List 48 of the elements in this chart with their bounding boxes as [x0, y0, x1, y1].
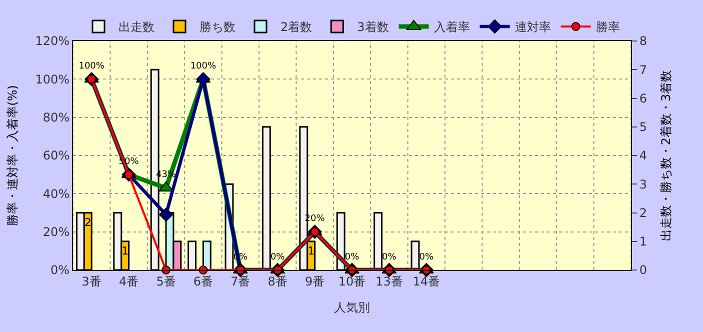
x-tick-label: 5番: [156, 274, 176, 288]
y2-tick-label: 3: [639, 177, 648, 192]
data-label: 0%: [344, 252, 360, 262]
y2-tick-label: 7: [639, 62, 648, 77]
data-label: 100%: [78, 61, 105, 72]
x-tick-label: 14番: [412, 274, 440, 288]
x-tick-label: 8番: [268, 274, 288, 288]
y-tick-label: 100%: [35, 72, 70, 86]
y-tick-label: 0%: [50, 263, 70, 278]
legend-label: 3着数: [357, 20, 389, 34]
legend-label: 入着率: [434, 20, 470, 34]
y2-tick-label: 5: [639, 120, 648, 134]
legend-label: 勝ち数: [200, 20, 236, 34]
x-tick-label: 13番: [376, 274, 403, 288]
data-label: 1: [308, 244, 315, 258]
data-label: 0%: [419, 252, 434, 262]
data-label: 0%: [382, 252, 397, 262]
x-tick-label: 3番: [82, 274, 102, 288]
data-label: 1: [122, 244, 129, 258]
x-tick-label: 6番: [193, 274, 214, 288]
y2-tick-label: 2: [639, 206, 648, 220]
x-tick-label: 9番: [304, 274, 325, 288]
data-label: 100%: [190, 61, 217, 72]
y2-tick-label: 0: [639, 263, 648, 278]
y2-tick-label: 1: [639, 234, 648, 249]
bar: [410, 240, 420, 270]
y-axis-title: 勝率・連対率・入着率(%): [6, 85, 20, 226]
legend-label: 2着数: [280, 20, 312, 34]
y-tick-label: 40%: [42, 186, 70, 201]
data-label: 2: [84, 216, 92, 229]
y2-axis-title: 出走数・勝ち数・2着数・3着数: [658, 70, 673, 242]
y-tick-label: 20%: [42, 225, 70, 240]
y2-tick-label: 8: [639, 34, 648, 48]
x-tick-label: 10番: [338, 274, 366, 288]
x-tick-label: 7番: [230, 274, 250, 288]
y2-tick-label: 6: [639, 91, 648, 106]
y-tick-label: 120%: [35, 34, 70, 48]
y-tick-label: 80%: [42, 110, 70, 125]
y-tick-label: 60%: [42, 148, 70, 163]
legend-label: 出走数: [118, 20, 154, 34]
legend-label: 勝率: [596, 20, 620, 34]
x-tick-label: 4番: [118, 274, 139, 288]
x-axis-title: 人気別: [334, 300, 370, 314]
legend-label: 連対率: [514, 20, 551, 34]
data-label: 0%: [270, 252, 286, 262]
point: [196, 72, 210, 86]
point: [159, 208, 173, 222]
y2-tick-label: 4: [639, 148, 648, 163]
